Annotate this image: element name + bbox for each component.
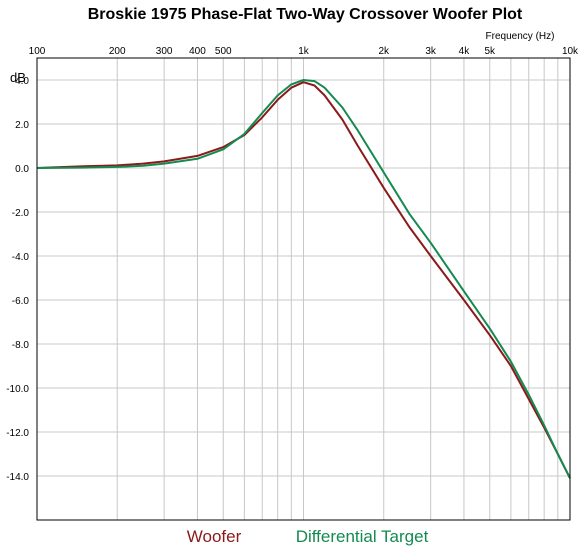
y-tick-label: 0.0 [15,164,29,175]
y-tick-label: -2.0 [12,208,30,219]
y-tick-label: -8.0 [12,340,30,351]
y-tick-label: -6.0 [12,296,30,307]
y-tick-label: -14.0 [6,472,29,483]
series-line-differential-target [36,79,571,479]
x-tick-label: 300 [156,46,173,57]
x-tick-label: 200 [109,46,126,57]
y-tick-label: -4.0 [12,252,30,263]
chart-title: Broskie 1975 Phase-Flat Two-Way Crossove… [88,6,523,23]
x-tick-label: 1k [298,46,310,57]
legend-entry-differential-target: Differential Target [296,527,429,546]
x-tick-label: 10k [562,46,578,57]
legend-entry-woofer: Woofer [187,527,242,546]
series-lines [36,79,571,479]
x-tick-label: 2k [378,46,390,57]
x-tick-label: 5k [484,46,496,57]
gridlines [37,58,570,520]
plot-frame [36,57,571,521]
y-axis-label: dB [10,70,26,85]
y-tick-label: 2.0 [15,120,29,131]
y-tick-label: -10.0 [6,384,29,395]
x-tick-label: 4k [459,46,471,57]
x-tick-label: 3k [425,46,437,57]
y-tick-label: -12.0 [6,428,29,439]
x-tick-label: 400 [189,46,206,57]
x-tick-label: 100 [29,46,46,57]
series-line-woofer [36,81,571,479]
x-tick-label: 500 [215,46,232,57]
x-tick-labels: 100 200 300 400 500 1k 2k 3k 4k 5k 10k [29,46,578,57]
y-tick-labels: 4.0 2.0 0.0 -2.0 -4.0 -6.0 -8.0 -10.0 -12.0 -14.0 [6,76,29,483]
x-axis-unit-label: Frequency (Hz) [486,31,555,42]
y-tick-label: 4.0 [15,76,29,87]
